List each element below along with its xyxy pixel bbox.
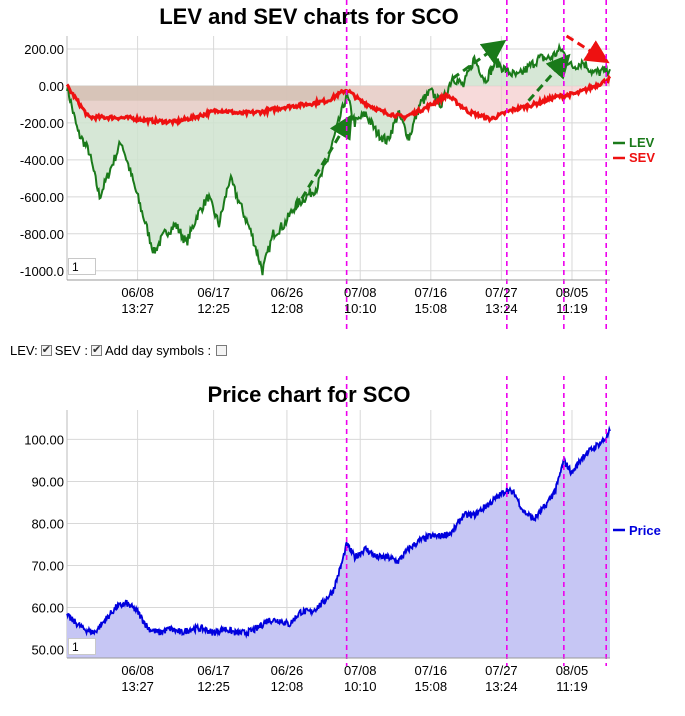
- x-tick-time: 15:08: [415, 301, 448, 316]
- x-tick-time: 11:19: [556, 301, 588, 316]
- lev-toggle-label: LEV:: [10, 343, 38, 358]
- x-tick-date: 07/16: [415, 663, 448, 678]
- top-zoom-input[interactable]: 1: [68, 258, 96, 275]
- x-tick-time: 13:27: [121, 679, 154, 694]
- x-tick-date: 06/08: [121, 663, 154, 678]
- x-tick-time: 11:19: [556, 679, 588, 694]
- lev-area-fill: [67, 46, 610, 276]
- x-tick-date: 07/27: [485, 663, 518, 678]
- y-tick-label: 0.00: [39, 79, 64, 94]
- x-tick-date: 06/26: [271, 663, 304, 678]
- x-tick-time: 13:27: [121, 301, 154, 316]
- price-chart: Price chart for SCO 100.00 90.00 80.00 70.0…: [24, 376, 661, 694]
- legend-lev-label: LEV: [629, 135, 655, 150]
- legend-lev[interactable]: LEV: [613, 135, 655, 150]
- x-tick-date: 06/17: [197, 285, 230, 300]
- top-chart-title: LEV and SEV charts for SCO: [159, 4, 459, 29]
- legend-price-label: Price: [629, 523, 661, 538]
- green-trend-arrow: [451, 39, 507, 80]
- x-tick-date: 07/27: [485, 285, 518, 300]
- day-symbols-label: Add day symbols :: [104, 343, 212, 358]
- y-tick-label: 50.00: [31, 643, 64, 658]
- y-tick-label: -400.00: [20, 153, 64, 168]
- x-tick-time: 12:25: [197, 679, 230, 694]
- x-tick-time: 15:08: [415, 679, 448, 694]
- bottom-zoom-input[interactable]: 1: [68, 638, 96, 655]
- y-tick-label: -1000.0: [20, 264, 64, 279]
- sev-toggle-label: SEV :: [54, 343, 88, 358]
- lev-checkbox[interactable]: [40, 343, 52, 356]
- y-tick-label: -600.00: [20, 190, 64, 205]
- red-trend-arrow: [565, 34, 610, 64]
- day-symbols-checkbox[interactable]: [216, 345, 228, 356]
- price-area-fill: [67, 428, 610, 658]
- overlap-band: [67, 85, 347, 101]
- sev-checkbox[interactable]: [90, 343, 102, 356]
- price-line[interactable]: [66, 425, 611, 639]
- legend-sev[interactable]: SEV: [613, 150, 655, 165]
- bottom-chart-title: Price chart for SCO: [208, 382, 411, 407]
- x-tick-date: 07/08: [344, 285, 377, 300]
- x-tick-time: 13:24: [485, 679, 518, 694]
- y-tick-label: -200.00: [20, 116, 64, 131]
- y-tick-label: 70.00: [31, 559, 64, 574]
- y-tick-label: 200.00: [24, 42, 64, 57]
- x-tick-time: 10:10: [344, 679, 377, 694]
- green-trend-arrow: [527, 53, 571, 102]
- x-tick-date: 07/08: [344, 663, 377, 678]
- y-tick-label: 90.00: [31, 474, 64, 489]
- x-tick-time: 12:08: [271, 679, 304, 694]
- x-tick-date: 06/26: [271, 285, 304, 300]
- lev-sev-chart: LEV and SEV charts for SCO 200.00 0.00 -20…: [20, 0, 655, 330]
- y-tick-label: 80.00: [31, 516, 64, 531]
- green-trend-arrow: [293, 114, 353, 211]
- x-tick-time: 10:10: [344, 301, 377, 316]
- x-tick-date: 06/08: [121, 285, 154, 300]
- legend-sev-label: SEV: [629, 150, 655, 165]
- legend-price[interactable]: Price: [613, 523, 661, 538]
- x-tick-time: 12:08: [271, 301, 304, 316]
- x-tick-date: 08/05: [556, 663, 589, 678]
- y-tick-label: -800.00: [20, 227, 64, 242]
- x-tick-date: 08/05: [556, 285, 589, 300]
- y-tick-label: 100.00: [24, 432, 64, 447]
- x-tick-date: 06/17: [197, 663, 230, 678]
- series-toggle-controls: LEV: SEV : Add day symbols :: [10, 343, 230, 358]
- x-tick-time: 12:25: [197, 301, 230, 316]
- x-tick-date: 07/16: [415, 285, 448, 300]
- sev-line[interactable]: [65, 74, 612, 128]
- y-tick-label: 60.00: [31, 601, 64, 616]
- x-tick-time: 13:24: [485, 301, 518, 316]
